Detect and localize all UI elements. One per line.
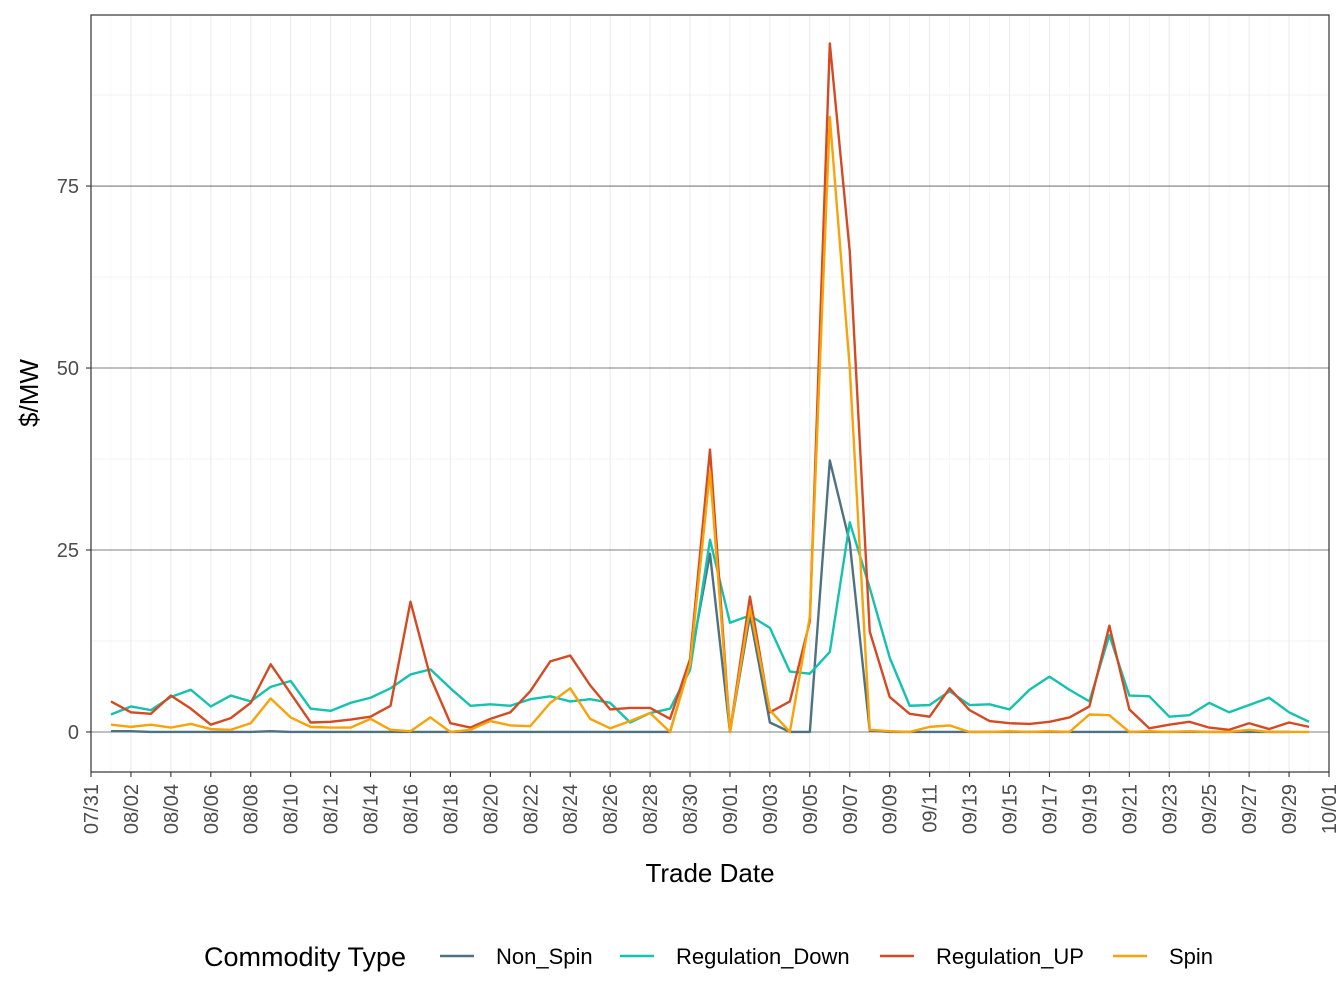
y-axis: 0 25 50 75 [57, 176, 91, 744]
x-tick-label: 08/02 [121, 784, 143, 834]
x-tick-label: 09/21 [1119, 784, 1141, 834]
series-line-spin [110, 115, 1310, 734]
x-tick-label: 09/15 [1000, 784, 1022, 834]
x-tick-label: 08/08 [241, 784, 263, 834]
x-tick-label: 10/01 [1319, 784, 1341, 834]
x-tick-label: 09/05 [800, 784, 822, 834]
plot-border [90, 14, 1330, 773]
x-tick-label: 09/23 [1159, 784, 1181, 834]
x-tick-label: 07/31 [81, 784, 103, 834]
x-tick-label: 08/20 [480, 784, 502, 834]
x-tick-label: 09/13 [960, 784, 982, 834]
x-tick-label: 08/04 [161, 784, 183, 834]
x-axis: 07/31 08/02 08/04 08/06 08/08 08/10 08/12 08/14… [81, 772, 1341, 834]
x-tick-label: 08/12 [321, 784, 343, 834]
x-tick-label: 08/26 [600, 784, 622, 834]
x-tick-label: 08/28 [640, 784, 662, 834]
series-lines [110, 42, 1310, 734]
legend: Commodity Type Non_Spin Regulation_Down Re… [204, 942, 1213, 972]
x-tick-label: 09/01 [720, 784, 742, 834]
x-tick-label: 09/27 [1239, 784, 1261, 834]
x-tick-label: 09/17 [1039, 784, 1061, 834]
x-tick-label: 09/25 [1199, 784, 1221, 834]
x-tick-label: 08/22 [520, 784, 542, 834]
x-tick-label: 08/14 [361, 784, 383, 834]
y-tick-label: 50 [57, 358, 79, 380]
x-tick-label: 08/30 [680, 784, 702, 834]
x-tick-label: 08/18 [440, 784, 462, 834]
x-tick-label: 09/11 [920, 784, 942, 833]
x-axis-title: Trade Date [645, 858, 774, 888]
x-tick-label: 09/09 [880, 784, 902, 834]
y-tick-label: 25 [57, 540, 79, 562]
x-tick-label: 08/10 [281, 784, 303, 834]
legend-title: Commodity Type [204, 942, 406, 972]
legend-label: Non_Spin [496, 944, 593, 969]
y-tick-label: 75 [57, 176, 79, 198]
series-line-regulation-up [110, 42, 1310, 734]
minor-gridlines [91, 15, 1329, 772]
x-tick-label: 08/24 [560, 784, 582, 834]
x-tick-label: 09/19 [1079, 784, 1101, 834]
x-tick-label: 09/29 [1279, 784, 1301, 834]
series-line-regulation-down [110, 521, 1310, 724]
legend-label: Spin [1169, 944, 1213, 969]
x-tick-label: 09/03 [760, 784, 782, 834]
x-tick-label: 08/06 [201, 784, 223, 834]
y-axis-title: $/MW [14, 359, 44, 427]
legend-label: Regulation_UP [936, 944, 1084, 969]
x-tick-label: 09/07 [840, 784, 862, 834]
legend-label: Regulation_Down [676, 944, 850, 969]
y-tick-label: 0 [68, 722, 79, 744]
x-tick-label: 08/16 [400, 784, 422, 834]
